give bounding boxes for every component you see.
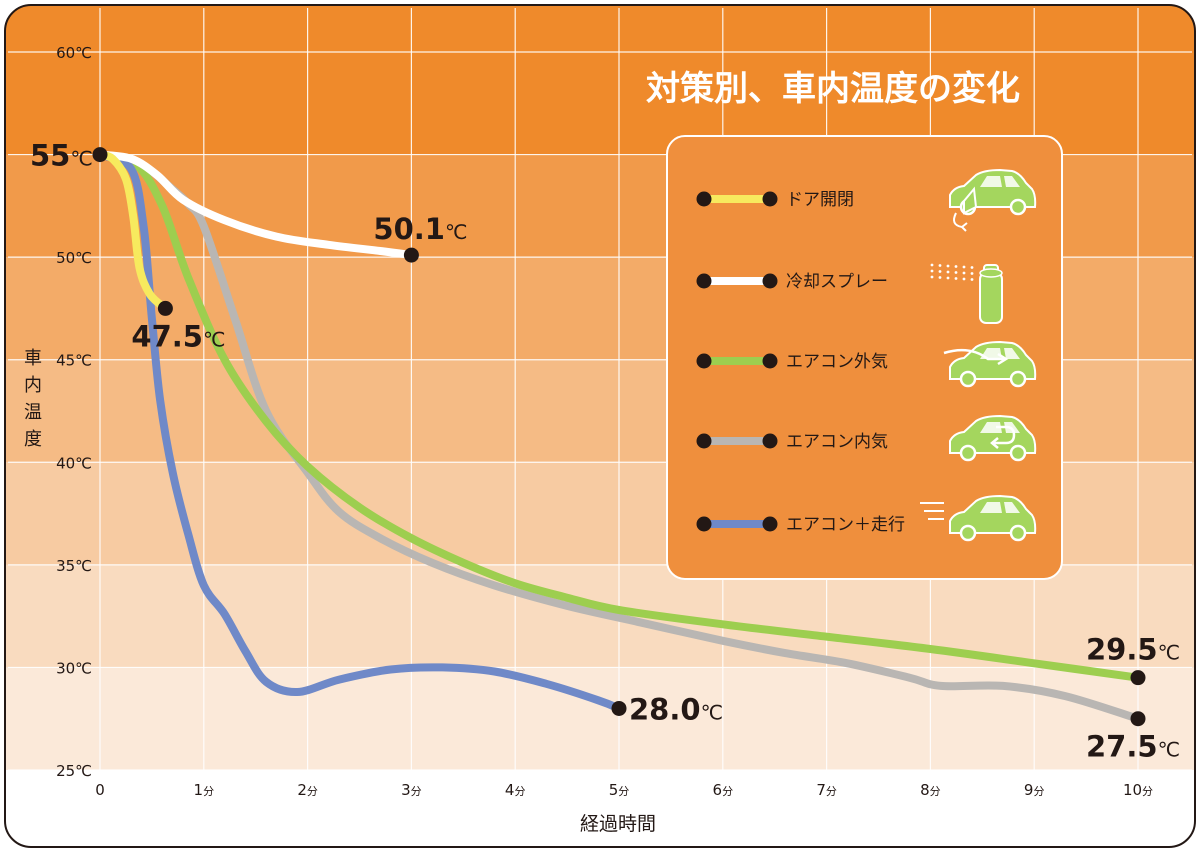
legend-label: エアコン＋走行 [786,515,905,535]
spray-can-icon [930,263,1003,324]
band [5,667,1195,770]
legend-marker [762,433,778,449]
x-tick-label: 8分 [920,781,941,799]
legend-marker [762,191,778,207]
legend-marker [696,353,712,369]
series-line [96,150,416,260]
x-tick-label: 10分 [1123,781,1153,799]
legend-marker [696,516,712,532]
series-line [96,150,623,713]
y-axis-label: 車内温度 [24,348,42,450]
x-tick-label: 1分 [194,781,215,799]
y-tick-label: 50℃ [56,249,92,267]
endpoint-markers [92,147,1146,727]
endpoint-dot [611,700,627,716]
x-tick-label: 2分 [297,781,318,799]
legend-label: 冷却スプレー [786,272,888,292]
legend-marker [762,273,778,289]
x-tick-label: 5分 [609,781,630,799]
car-driving-icon [920,494,1037,542]
x-tick-label: 6分 [713,781,734,799]
value-labels: 55℃ 47.5℃ 50.1℃ 28.0℃ 29.5℃ 27.5℃ [30,139,1180,764]
x-tick-label: 0 [95,781,105,799]
endpoint-dot [1130,670,1146,686]
legend-marker [762,353,778,369]
endpoint-dot [403,247,419,263]
legend-marker [762,516,778,532]
car-fresh-air-icon [943,340,1037,388]
value-annotation: 47.5℃ [131,319,225,353]
legend-label: ドア開閉 [786,190,854,210]
x-axis-ticks: 0 1分 2分 3分 4分 5分 6分 7分 8分 9分 10分 [95,781,1153,799]
y-tick-label: 25℃ [56,762,92,780]
value-annotation: 27.5℃ [1086,730,1180,764]
value-annotation: 28.0℃ [629,692,723,726]
x-tick-label: 4分 [505,781,526,799]
x-tick-label: 9分 [1024,781,1045,799]
series-line [96,150,170,313]
series-line [96,150,1142,723]
endpoint-dot [157,300,173,316]
legend-marker [696,433,712,449]
series-line [96,150,1142,682]
endpoint-dot [92,147,108,163]
car-recirculation-icon [949,414,1037,462]
x-axis-label: 経過時間 [580,813,656,835]
legend-label: エアコン内気 [786,432,888,452]
value-annotation: 50.1℃ [373,212,467,246]
y-axis-ticks: 60℃ 50℃ 45℃ 40℃ 35℃ 30℃ 25℃ [56,44,92,780]
car-doors-open-icon [949,168,1037,232]
legend-label: エアコン外気 [786,352,888,372]
value-annotation: 55℃ [30,139,93,173]
series-lines [96,150,1142,723]
endpoint-dot [1130,711,1146,727]
band [5,5,1195,155]
y-tick-label: 45℃ [56,352,92,370]
legend-box [666,135,1063,580]
y-tick-label: 40℃ [56,454,92,472]
x-tick-label: 3分 [401,781,422,799]
legend-marker [696,273,712,289]
y-tick-label: 30℃ [56,659,92,677]
x-tick-label: 7分 [816,781,837,799]
y-tick-label: 35℃ [56,557,92,575]
value-annotation: 29.5℃ [1086,633,1180,667]
chart-frame [4,4,1196,848]
legend-marker [696,191,712,207]
y-tick-label: 60℃ [56,44,92,62]
chart-title: 対策別、車内温度の変化 [646,69,1020,109]
